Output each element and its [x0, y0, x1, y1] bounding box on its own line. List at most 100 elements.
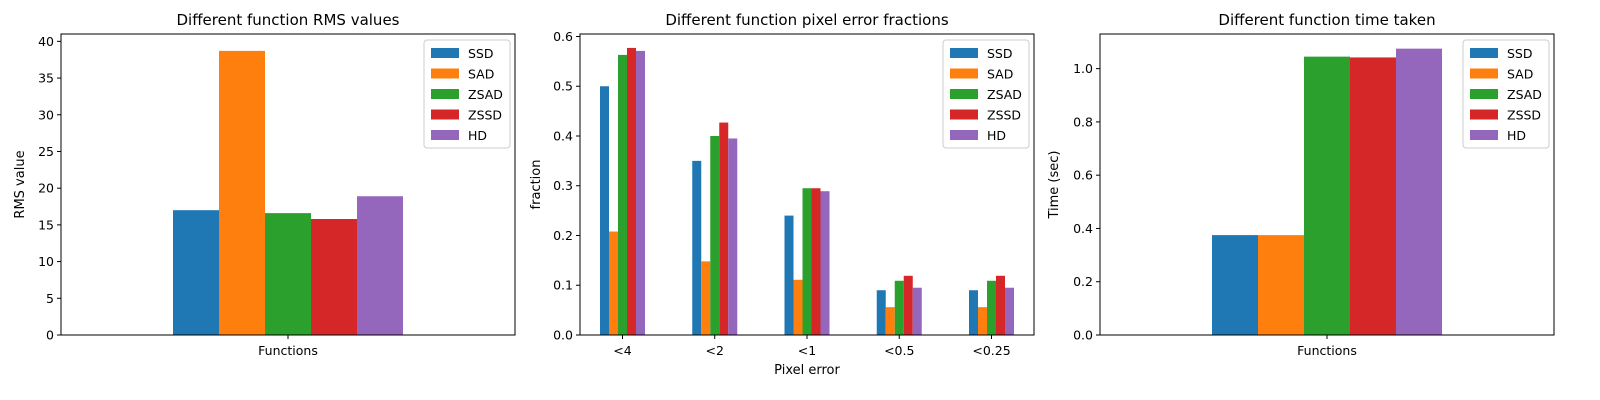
bar-hd-4 — [636, 50, 645, 335]
y-tick-label: 5 — [46, 291, 54, 306]
legend-swatch-ssd — [1470, 48, 1498, 58]
bar-zssd-2 — [719, 122, 729, 335]
bar-zssd-1 — [811, 188, 821, 335]
bar-hd-functions — [1396, 48, 1442, 335]
bar-hd-0-5 — [912, 287, 922, 335]
bar-hd-2 — [728, 138, 738, 335]
x-tick-label: <1 — [798, 343, 816, 358]
legend-swatch-hd — [950, 130, 978, 140]
legend-box — [1462, 39, 1550, 149]
bar-sad-functions — [1258, 235, 1304, 335]
bar-zsad-functions — [1304, 56, 1350, 335]
legend-swatch-ssd — [950, 48, 978, 58]
bar-sad-4 — [609, 231, 618, 335]
bar-zssd-functions — [1350, 57, 1396, 336]
x-tick-label: <0.25 — [972, 343, 1010, 358]
legend-label-ssd: SSD — [1507, 46, 1533, 61]
legend-label-hd: HD — [468, 128, 487, 143]
y-tick-label: 0.0 — [553, 328, 573, 343]
x-tick-label: Functions — [1297, 343, 1357, 358]
bar-ssd-4 — [600, 86, 609, 335]
legend-swatch-sad — [950, 68, 978, 79]
y-tick-label: 40 — [38, 34, 54, 49]
chart-panel-1: 0 5 10 15 20 25 30 35 40 Functions Different funct… — [13, 11, 516, 358]
y-tick-label: 35 — [38, 71, 54, 86]
y-tick-label: 0.6 — [1073, 168, 1093, 183]
legend-swatch-zsad — [950, 89, 978, 99]
legend-swatch-ssd — [431, 48, 459, 58]
bar-hd-1 — [820, 191, 830, 335]
x-tick-label: <0.5 — [884, 343, 914, 358]
legend-label-zsad: ZSAD — [1507, 87, 1542, 102]
bar-hd-functions — [357, 196, 403, 335]
legend-label-hd: HD — [1507, 128, 1526, 143]
bar-zssd-0-5 — [903, 275, 913, 335]
x-axis-label: Pixel error — [774, 363, 840, 378]
y-tick-label: 0.4 — [553, 128, 573, 143]
legend-label-zssd: ZSSD — [987, 108, 1021, 123]
y-tick-label: 0.6 — [553, 29, 573, 44]
legend: SSD SAD ZSAD ZSSD HD — [942, 39, 1030, 149]
legend-swatch-zssd — [431, 109, 459, 120]
bar-zssd-functions — [311, 219, 357, 335]
legend-label-sad: SAD — [1507, 67, 1533, 82]
legend-swatch-hd — [431, 130, 459, 140]
bar-ssd-0-25 — [969, 290, 978, 335]
y-tick-label: 10 — [38, 254, 54, 269]
legend-label-ssd: SSD — [468, 46, 494, 61]
legend-label-zsad: ZSAD — [468, 87, 503, 102]
x-tick-label: <2 — [706, 343, 724, 358]
bar-ssd-2 — [692, 160, 702, 335]
bar-sad-0-25 — [978, 307, 987, 335]
y-tick-label: 0.2 — [1073, 274, 1093, 289]
legend-label-zssd: ZSSD — [1507, 108, 1541, 123]
y-tick-label: 1.0 — [1073, 61, 1093, 76]
chart-panel-3: 0.0 0.2 0.4 0.6 0.8 1.0 Functions Different fun… — [1047, 11, 1555, 358]
bar-zsad-1 — [802, 188, 812, 335]
legend: SSD SAD ZSAD ZSSD HD — [1462, 39, 1550, 149]
y-tick-label: 0.5 — [553, 79, 573, 94]
x-tick-label: <4 — [613, 343, 631, 358]
legend-label-sad: SAD — [468, 67, 494, 82]
bar-ssd-0-5 — [876, 290, 886, 335]
y-tick-label: 25 — [38, 144, 54, 159]
chart-panel-2: 0.0 0.1 0.2 0.3 0.4 0.5 0.6 <4 <2 <1 <0.5 <0.25 Diff… — [529, 11, 1035, 378]
bar-ssd-functions — [173, 210, 219, 335]
bar-zsad-0-5 — [894, 280, 904, 335]
legend-label-zsad: ZSAD — [987, 87, 1022, 102]
bar-sad-0-5 — [885, 307, 895, 335]
y-tick-label: 0.1 — [553, 278, 573, 293]
bar-zsad-functions — [265, 213, 311, 335]
bar-ssd-functions — [1212, 235, 1258, 335]
y-axis-label: Time (sec) — [1047, 150, 1062, 219]
legend-swatch-zsad — [1470, 89, 1498, 99]
y-tick-label: 0.3 — [553, 178, 573, 193]
legend-swatch-hd — [1470, 130, 1498, 140]
legend-label-hd: HD — [987, 128, 1006, 143]
chart-title: Different function pixel error fractions — [665, 11, 949, 29]
bar-hd-0-25 — [1005, 287, 1014, 335]
bar-sad-2 — [701, 261, 711, 335]
legend-swatch-zssd — [1470, 109, 1498, 120]
y-tick-label: 0.0 — [1073, 328, 1093, 343]
legend-swatch-sad — [431, 68, 459, 79]
legend-label-ssd: SSD — [987, 46, 1013, 61]
bar-zssd-4 — [627, 47, 636, 336]
y-axis-label: fraction — [529, 160, 544, 210]
legend: SSD SAD ZSAD ZSSD HD — [423, 39, 511, 149]
legend-swatch-zssd — [950, 109, 978, 120]
y-tick-label: 20 — [38, 181, 54, 196]
bar-zsad-4 — [618, 54, 627, 335]
y-tick-label: 0.4 — [1073, 221, 1093, 236]
chart-title: Different function time taken — [1218, 11, 1435, 29]
bar-zsad-2 — [710, 135, 720, 335]
legend-label-zssd: ZSSD — [468, 108, 502, 123]
bar-zsad-0-25 — [987, 280, 996, 335]
legend-swatch-zsad — [431, 89, 459, 99]
y-axis-label: RMS value — [13, 150, 28, 218]
bar-ssd-1 — [784, 215, 794, 335]
x-tick-label: Functions — [258, 343, 318, 358]
legend-label-sad: SAD — [987, 67, 1013, 82]
bar-sad-functions — [219, 50, 265, 335]
y-tick-label: 0.8 — [1073, 114, 1093, 129]
